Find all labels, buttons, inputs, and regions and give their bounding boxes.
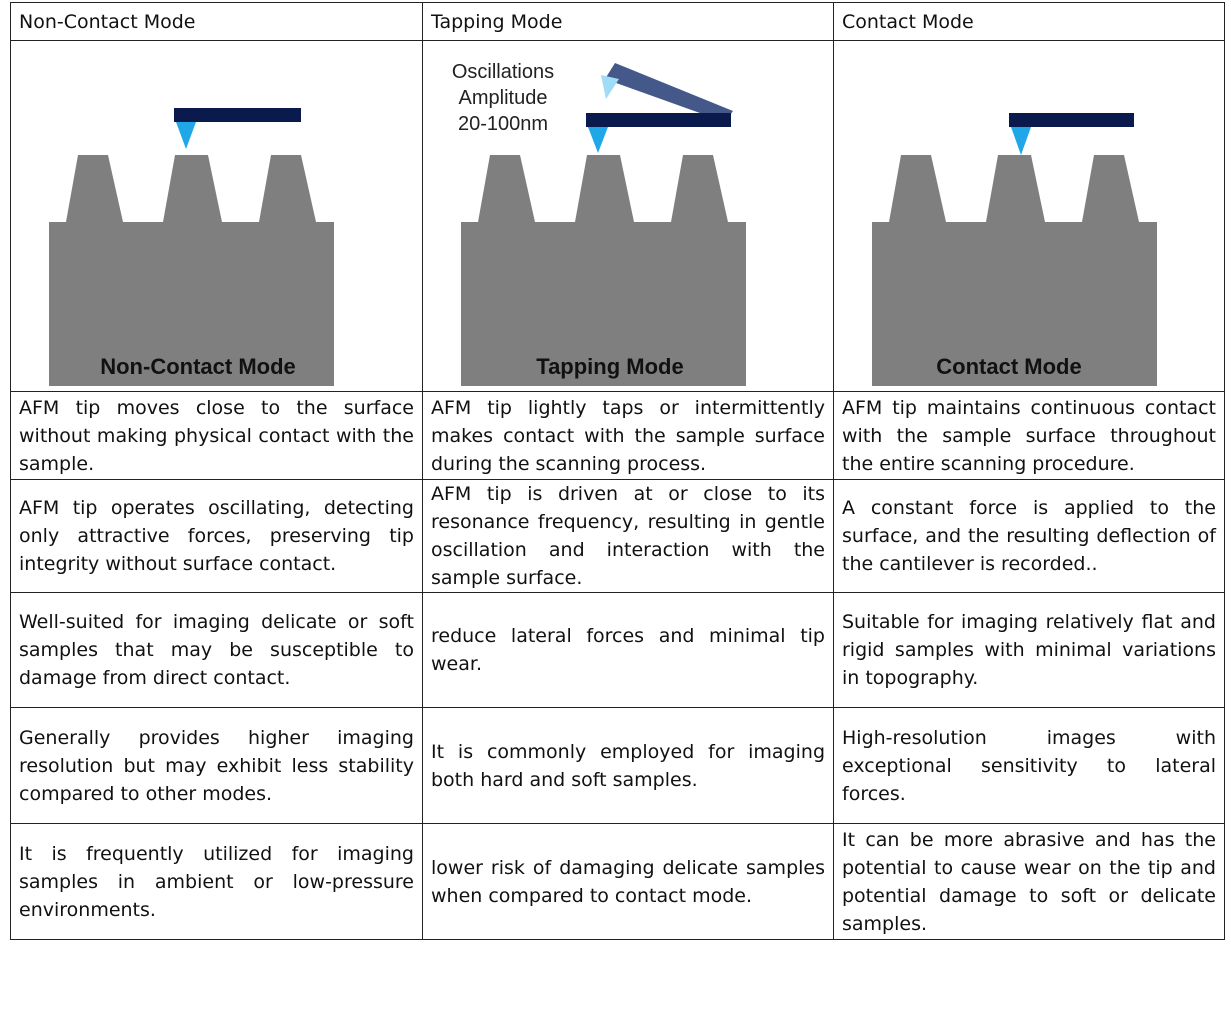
- sample-surface: [872, 155, 1157, 386]
- diagram-cell: Non-Contact Mode: [10, 40, 423, 392]
- table-cell: Suitable for imaging relatively flat and…: [833, 592, 1225, 708]
- afm-diagram: Oscillations Amplitude 20-100nm Tapping Mod…: [452, 61, 746, 386]
- header-cell: Tapping Mode: [422, 2, 834, 41]
- diagram-label: Non-Contact Mode: [100, 354, 296, 379]
- sample-surface: [49, 155, 334, 386]
- cantilever: [1009, 113, 1134, 127]
- table-cell: It is commonly employed for imaging both…: [422, 707, 834, 824]
- cantilever: [174, 108, 301, 122]
- header-cell: Non-Contact Mode: [10, 2, 423, 41]
- diagram-row: Non-Contact Mode Oscillations Amplitude 20-…: [10, 40, 1225, 392]
- table-row: AFM tip moves close to the surface witho…: [10, 391, 1225, 480]
- probe-tip: [588, 127, 608, 153]
- table-cell: High-resolution images with exceptional …: [833, 707, 1225, 824]
- table-cell: A constant force is applied to the surfa…: [833, 479, 1225, 593]
- diagram-cell: Contact Mode: [833, 40, 1225, 392]
- table-cell: reduce lateral forces and minimal tip we…: [422, 592, 834, 708]
- table-row: Well-suited for imaging delicate or soft…: [10, 592, 1225, 708]
- annotation-line: Oscillations: [452, 61, 554, 83]
- table-cell: It is frequently utilized for imaging sa…: [10, 823, 423, 940]
- table-row: Generally provides higher imaging resolu…: [10, 707, 1225, 824]
- afm-diagram: Non-Contact Mode: [49, 108, 334, 386]
- oscillating-cantilever: [605, 63, 733, 122]
- table-row: It is frequently utilized for imaging sa…: [10, 823, 1225, 940]
- annotation-line: Amplitude: [459, 87, 548, 109]
- diagram-label: Contact Mode: [936, 354, 1081, 379]
- table-cell: AFM tip lightly taps or intermittently m…: [422, 391, 834, 480]
- table-cell: Generally provides higher imaging resolu…: [10, 707, 423, 824]
- table-cell: lower risk of damaging delicate samples …: [422, 823, 834, 940]
- diagram-label: Tapping Mode: [536, 354, 683, 379]
- table-cell: AFM tip is driven at or close to its res…: [422, 479, 834, 593]
- table-cell: AFM tip operates oscillating, detecting …: [10, 479, 423, 593]
- header-row: Non-Contact Mode Tapping Mode Contact Mode: [10, 2, 1225, 41]
- table-row: AFM tip operates oscillating, detecting …: [10, 479, 1225, 593]
- annotation-line: 20-100nm: [458, 113, 548, 135]
- cantilever: [586, 113, 731, 127]
- table-cell: It can be more abrasive and has the pote…: [833, 823, 1225, 940]
- table-cell: Well-suited for imaging delicate or soft…: [10, 592, 423, 708]
- afm-diagram: Contact Mode: [872, 113, 1157, 386]
- table-cell: AFM tip moves close to the surface witho…: [10, 391, 423, 480]
- table-cell: AFM tip maintains continuous contact wit…: [833, 391, 1225, 480]
- probe-tip: [1011, 127, 1031, 155]
- sample-surface: [461, 155, 746, 386]
- comparison-table: Non-Contact Mode Tapping Mode Contact Mode…: [10, 2, 1225, 940]
- header-cell: Contact Mode: [833, 2, 1225, 41]
- probe-tip: [176, 122, 196, 149]
- diagram-cell: Oscillations Amplitude 20-100nm Tapping Mod…: [422, 40, 834, 392]
- oscillating-tip: [601, 75, 619, 99]
